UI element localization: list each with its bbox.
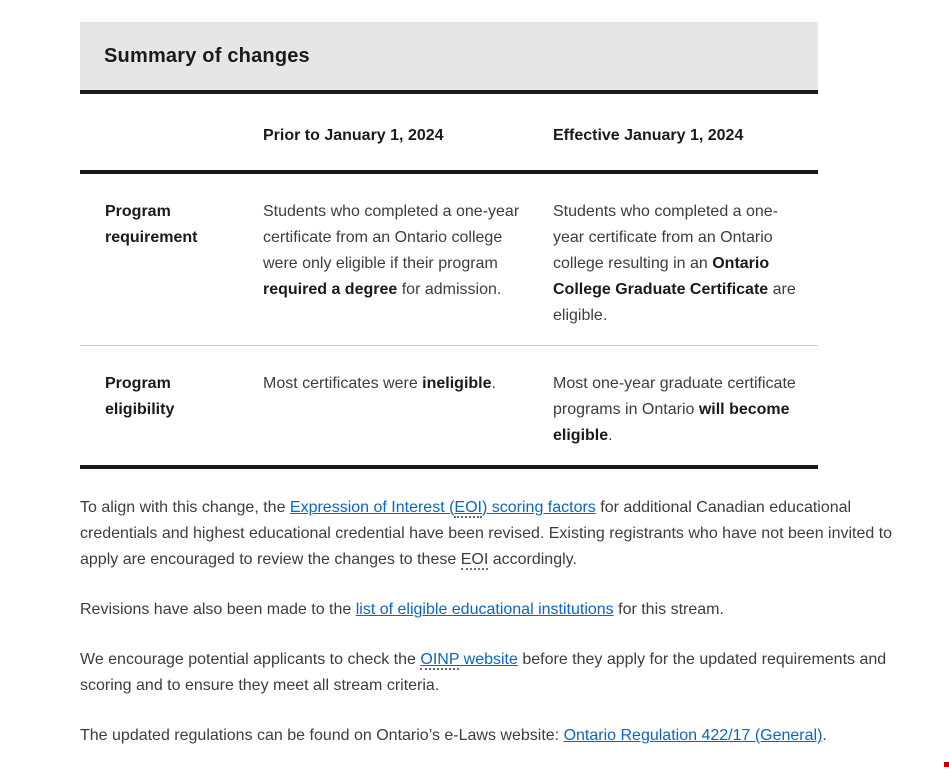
- text-run: To align with this change, the: [80, 499, 290, 516]
- text-run: Most one-year graduate certificate progr…: [553, 375, 796, 418]
- eligible-institutions-link[interactable]: list of eligible educational institution…: [355, 601, 614, 618]
- text-run: .: [491, 375, 496, 392]
- main-content: Summary of changes Prior to January 1, 2…: [80, 22, 918, 773]
- text-run: Ontario College Graduate Certificate: [553, 255, 770, 298]
- text-run: for this stream.: [613, 601, 724, 618]
- text-run: Most certificates were: [263, 375, 423, 392]
- text-run: for additional Canadian educational cred…: [80, 499, 893, 568]
- eoi-scoring-factors-link[interactable]: EOI: [454, 499, 482, 518]
- paragraph-institutions: Revisions have also been made to the lis…: [80, 597, 918, 623]
- text-run: We encourage potential applicants to che…: [80, 651, 421, 668]
- text-run: EOI: [460, 551, 489, 570]
- column-header-effective: Effective January 1, 2024: [553, 127, 744, 144]
- cell-prior: Students who completed a one-year certif…: [263, 174, 553, 345]
- paragraph-oinp-website: We encourage potential applicants to che…: [80, 647, 918, 699]
- text-run: Students who completed a one-year certif…: [263, 203, 520, 272]
- text-run: .: [608, 427, 613, 444]
- column-header-prior: Prior to January 1, 2024: [263, 127, 444, 144]
- table-row-program-requirement: Program requirement Students who complet…: [80, 174, 818, 345]
- body-text: To align with this change, the Expressio…: [80, 495, 918, 749]
- red-pixel-artifact: [944, 762, 949, 767]
- ontario-regulation-link[interactable]: Ontario Regulation 422/17 (General): [563, 727, 823, 744]
- row-label: Program eligibility: [105, 375, 175, 418]
- eoi-scoring-factors-link[interactable]: ) scoring factors: [481, 499, 596, 516]
- eoi-scoring-factors-link[interactable]: Expression of Interest (: [289, 499, 455, 516]
- text-run: will become eligible: [553, 401, 790, 444]
- row-label: Program requirement: [105, 203, 198, 246]
- table-corner-cell: [80, 94, 263, 170]
- text-run: The updated regulations can be found on …: [80, 727, 564, 744]
- table-header-row: Prior to January 1, 2024 Effective Janua…: [80, 94, 818, 174]
- cell-effective: Most one-year graduate certificate progr…: [553, 346, 818, 465]
- cell-effective: Students who completed a one-year certif…: [553, 174, 818, 345]
- summary-header: Summary of changes: [80, 22, 818, 94]
- table-row-program-eligibility: Program eligibility Most certificates we…: [80, 345, 818, 465]
- oinp-website-link[interactable]: website: [459, 651, 518, 668]
- text-run: Students who completed a one-year certif…: [553, 203, 779, 272]
- text-run: before they apply for the updated requir…: [80, 651, 887, 694]
- summary-changes-table: Prior to January 1, 2024 Effective Janua…: [80, 94, 818, 469]
- text-run: accordingly.: [488, 551, 577, 568]
- text-run: .: [822, 727, 827, 744]
- text-run: Revisions have also been made to the: [80, 601, 356, 618]
- summary-title: Summary of changes: [104, 45, 310, 67]
- paragraph-eoi-scoring: To align with this change, the Expressio…: [80, 495, 918, 573]
- paragraph-regulation: The updated regulations can be found on …: [80, 723, 918, 749]
- text-run: required a degree: [263, 281, 398, 298]
- text-run: ineligible: [422, 375, 492, 392]
- text-run: for admission.: [397, 281, 502, 298]
- cell-prior: Most certificates were ineligible.: [263, 346, 553, 465]
- text-run: are eligible.: [553, 281, 796, 324]
- oinp-website-link[interactable]: OINP: [420, 651, 460, 670]
